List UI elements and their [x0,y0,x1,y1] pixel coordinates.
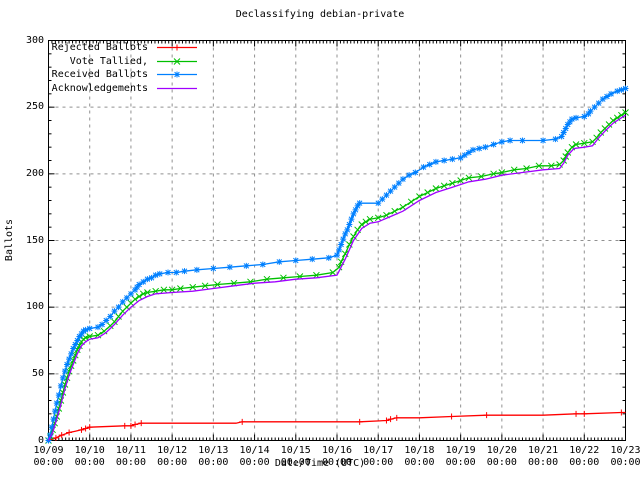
x-tick-time: 00:00 [74,457,105,468]
legend-label: Rejected Ballots [51,42,148,54]
x-tick-label: 10/23 00:00 [602,445,640,469]
legend-item-acknowledgements: Acknowledgements [51,82,199,96]
x-tick-label: 10/17 00:00 [354,445,402,469]
x-tick-label: 10/16 00:00 [313,445,361,469]
x-tick-label: 10/11 00:00 [107,445,155,469]
x-tick-label: 10/14 00:00 [231,445,279,469]
x-tick-label: 10/20 00:00 [478,445,526,469]
series-line-3 [47,114,626,441]
x-tick-label: 10/15 00:00 [272,445,320,469]
y-tick-label: 100 [25,301,44,313]
x-tick-label: 10/18 00:00 [395,445,443,469]
x-tick-time: 00:00 [569,457,600,468]
chart-title: Declassifying debian-private [235,9,405,20]
legend-item-vote-tallied: Vote Tallied, [51,55,199,69]
x-tick-time: 00:00 [198,457,229,468]
y-tick-label: 250 [25,101,44,113]
x-axis-label: Date/Time (UTC) [274,458,366,469]
x-tick-label: 10/21 00:00 [519,445,567,469]
x-tick-time: 00:00 [115,457,146,468]
x-tick-label: 10/13 00:00 [189,445,237,469]
x-tick-time: 00:00 [610,457,640,468]
x-tick-time: 00:00 [404,457,435,468]
legend-sample-line [157,71,197,78]
x-tick-time: 00:00 [321,457,353,468]
legend: Rejected Ballots Vote Tallied, Received … [51,41,199,95]
legend-sample-line [157,57,197,65]
y-tick-label: 0 [37,434,44,446]
legend-sample-line [157,44,197,51]
x-tick-time: 00:00 [486,457,517,468]
legend-label: Received Ballots [51,69,148,81]
legend-sample-line [157,87,197,89]
x-tick-label: 10/19 00:00 [437,445,485,469]
x-tick-label: 10/09 00:00 [25,445,73,469]
x-tick-time: 00:00 [363,457,394,468]
x-tick-label: 10/10 00:00 [66,445,114,469]
x-tick-time: 00:00 [528,457,559,468]
y-tick-label: 150 [25,234,44,246]
y-tick-label: 50 [31,367,44,379]
legend-label: Acknowledgements [51,82,148,94]
y-tick-label: 200 [25,167,44,179]
x-tick-time: 00:00 [445,457,476,468]
legend-item-rejected-ballots: Rejected Ballots [51,41,199,55]
x-tick-time: 00:00 [33,457,64,468]
x-tick-label: 10/22 00:00 [560,445,608,469]
x-tick-time: 00:00 [280,457,311,468]
legend-label: Vote Tallied, [69,55,148,67]
x-tick-label: 10/12 00:00 [148,445,196,469]
legend-item-received-ballots: Received Ballots [51,68,199,82]
y-tick-label: 300 [25,34,44,46]
x-tick-time: 00:00 [239,457,270,468]
x-tick-time: 00:00 [157,457,188,468]
series-markers-0 [52,409,625,441]
